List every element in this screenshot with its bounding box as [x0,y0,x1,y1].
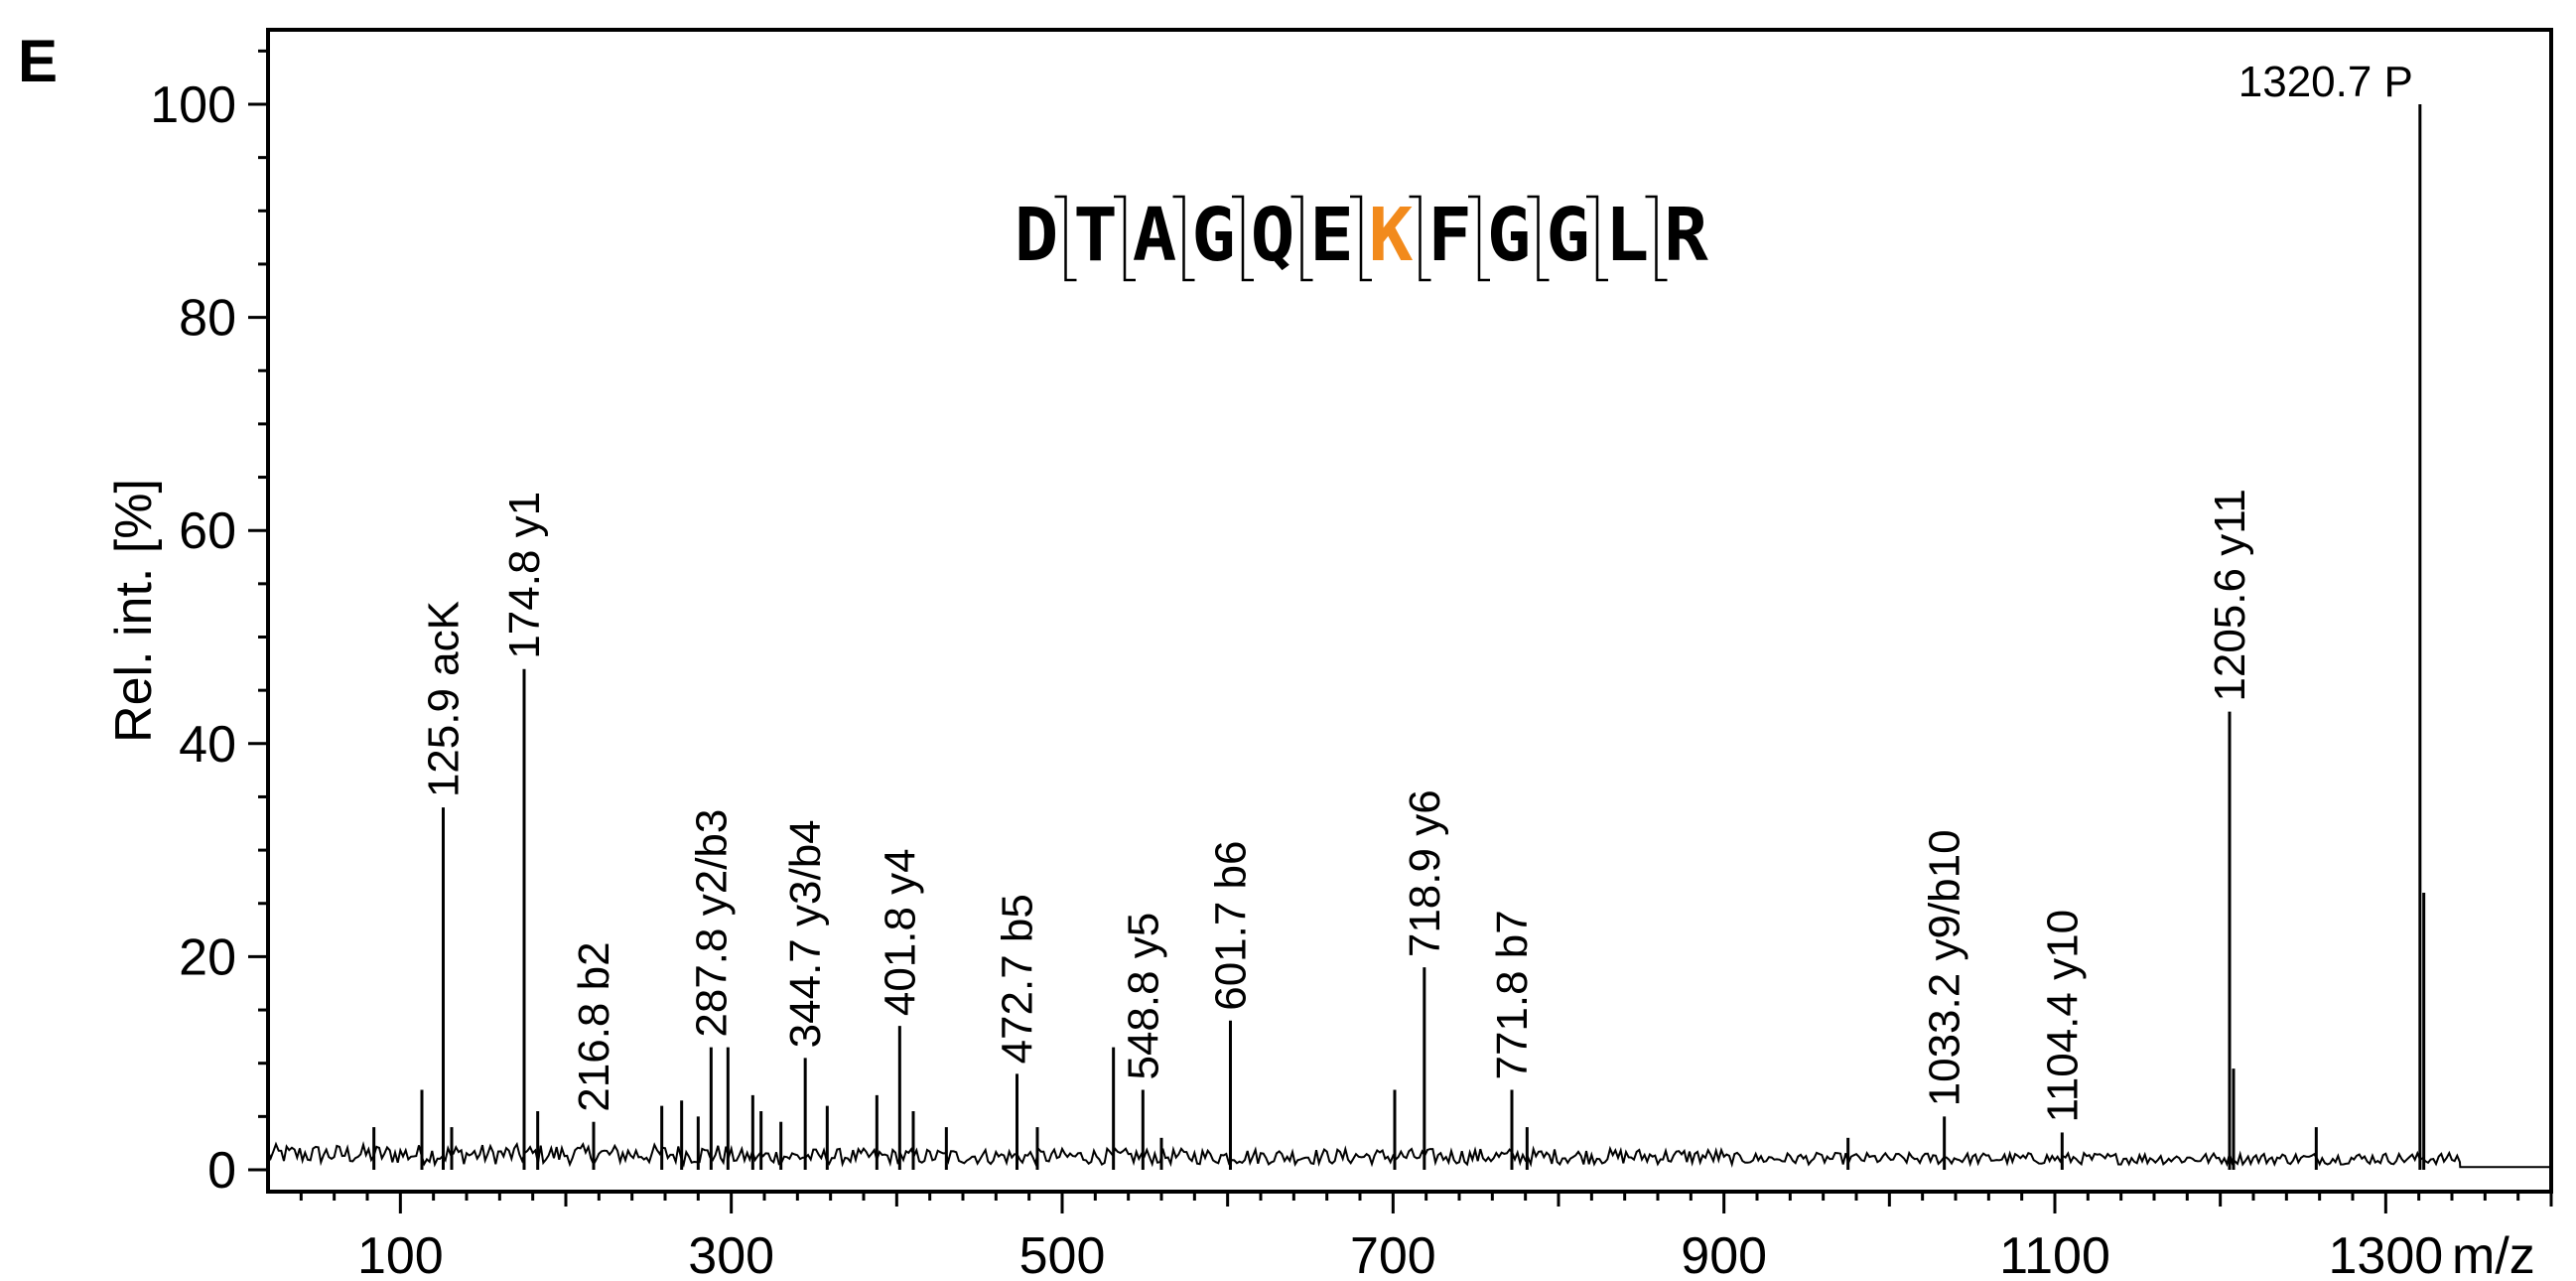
peak-label: 601.7 b6 [1207,840,1256,1010]
peak-label: 1205.6 y11 [2206,489,2254,701]
x-tick-label: 300 [688,1227,774,1281]
sequence-residue: G [1487,193,1532,278]
fragment-bracket [1054,195,1077,282]
fragment-bracket [1527,195,1550,282]
sequence-residue: R [1664,193,1708,278]
sequence-residue: A [1133,193,1177,278]
spectrum-peaks [372,104,2426,1170]
x-tick-label: 900 [1681,1227,1767,1281]
x-tick-label: 1300 [2328,1227,2443,1281]
x-axis: 100 300 500 700 900 1100 1300 [299,1192,2553,1281]
fragment-bracket [1350,195,1372,282]
fragment-bracket [1468,195,1490,282]
peak-label: 344.7 y3/b4 [781,819,830,1048]
y-tick-label: 60 [179,502,236,560]
y-tick-label: 20 [179,928,236,986]
fragment-bracket [1232,195,1254,282]
fragment-bracket [1645,195,1668,282]
sequence-residue: D [1015,193,1059,278]
peak-label: 718.9 y6 [1401,789,1449,957]
sequence-residue: L [1605,193,1650,278]
y-tick-label: 100 [150,76,236,134]
sequence-residue: T [1073,193,1118,278]
sequence-residue: F [1427,193,1472,278]
peak-label: 472.7 b5 [994,894,1042,1064]
sequence-residue: Q [1251,193,1295,278]
peak-label: 548.8 y5 [1119,913,1167,1080]
fragment-bracket [1114,195,1136,282]
peak-label: 401.8 y4 [876,848,924,1016]
fragment-bracket [1290,195,1313,282]
x-tick-label: 1100 [1999,1227,2110,1281]
noise-trace [267,1141,2551,1169]
x-tick-label: 500 [1019,1227,1106,1281]
sequence-residue: K [1369,193,1414,278]
peak-label: 1320.7 P [2238,58,2413,106]
sequence-residue: G [1546,193,1590,278]
y-tick-label: 80 [179,290,236,348]
peak-label: 1033.2 y9/b10 [1921,829,1969,1106]
fragment-bracket [1409,195,1431,282]
y-tick-label: 0 [207,1142,236,1200]
peak-labels: 125.9 acK 174.8 y1 216.8 b2 287.8 y2/b3 344.… [420,58,2413,1122]
x-axis-title: m/z [2452,1227,2535,1281]
panel-label: E [18,28,58,94]
peak-label: 216.8 b2 [570,941,618,1111]
x-tick-label: 100 [357,1227,444,1281]
y-tick-label: 40 [179,716,236,774]
peak-label: 1104.4 y10 [2038,910,2087,1122]
baseline-noise [267,1141,2551,1169]
fragment-bracket [1172,195,1195,282]
peak-label: 771.8 b7 [1488,910,1537,1079]
peak-label: 287.8 y2/b3 [687,809,736,1038]
x-tick-label: 700 [1350,1227,1436,1281]
sequence-residue: G [1191,193,1236,278]
sequence-residue: E [1309,193,1354,278]
y-axis: 0 20 40 60 80 100 [150,49,268,1200]
peak-label: 125.9 acK [420,601,469,797]
plot-frame [266,28,2553,1194]
peak-label: 174.8 y1 [500,492,549,659]
y-axis-title: Rel. int. [%] [105,479,163,743]
fragment-bracket [1586,195,1608,282]
